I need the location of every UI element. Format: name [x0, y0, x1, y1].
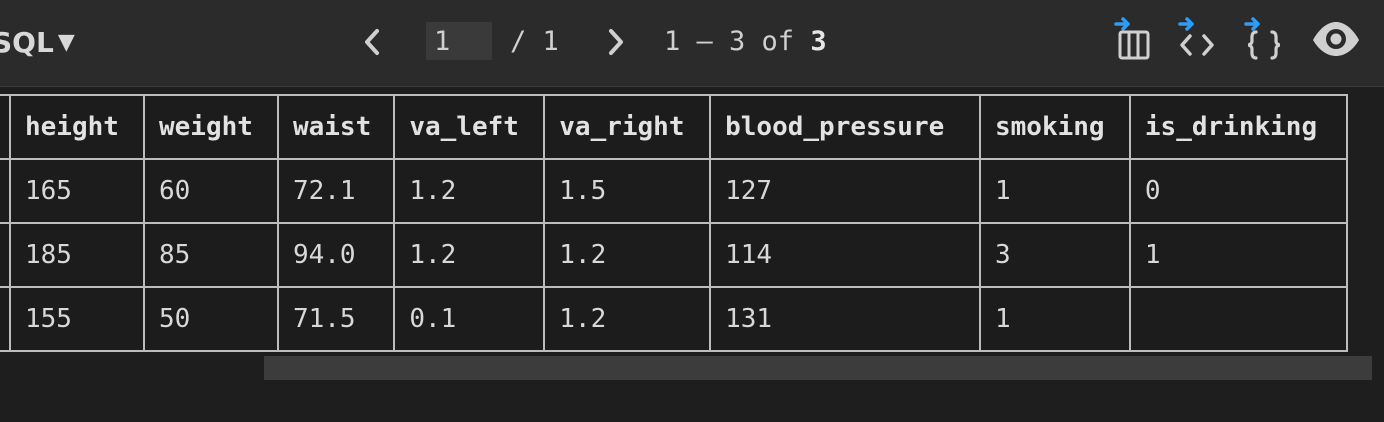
preview-button[interactable] — [1310, 14, 1362, 62]
column-header-smoking[interactable]: smoking — [978, 94, 1131, 160]
chevron-down-icon: ▼ — [57, 29, 75, 55]
table-cell: 1.2 — [543, 222, 712, 288]
row-range-total: 3 — [810, 26, 827, 57]
table-row[interactable]: 165 60 72.1 1.2 1.5 127 1 0 — [0, 158, 1349, 224]
export-code-button[interactable] — [1176, 14, 1220, 62]
table-cell — [1128, 286, 1349, 352]
header-row: height weight waist va_left va_right blo… — [0, 94, 1349, 160]
column-header-blood-pressure[interactable]: blood_pressure — [709, 94, 981, 160]
table-row[interactable]: 155 50 71.5 0.1 1.2 131 1 — [0, 286, 1349, 352]
horizontal-scrollbar-thumb[interactable] — [264, 356, 1372, 380]
row-range-prefix: 1 – 3 of — [664, 26, 811, 57]
table-cell: 85 — [142, 222, 279, 288]
table-cell: 155 — [9, 286, 145, 352]
table-cell: 60 — [142, 158, 279, 224]
column-header-is-drinking[interactable]: is_drinking — [1128, 94, 1349, 160]
table-cell: 165 — [9, 158, 145, 224]
table-cell: 0 — [1128, 158, 1349, 224]
query-mode-label: SQL — [0, 25, 54, 59]
table-cell: 1.2 — [393, 222, 546, 288]
table-cell: 0.1 — [393, 286, 546, 352]
column-header-weight[interactable]: weight — [142, 94, 279, 160]
results-table-container: height weight waist va_left va_right blo… — [0, 94, 1384, 356]
export-code-icon — [1178, 17, 1214, 56]
table-cell: 3 — [978, 222, 1131, 288]
table-cell: 50 — [142, 286, 279, 352]
query-mode-select[interactable]: SQL ▼ — [0, 22, 75, 62]
column-header-height[interactable]: height — [9, 94, 145, 160]
table-cell — [0, 222, 11, 288]
table-cell: 1.2 — [543, 286, 712, 352]
export-columns-icon — [1114, 17, 1150, 60]
column-header-waist[interactable]: waist — [276, 94, 396, 160]
table-cell: 131 — [709, 286, 981, 352]
prev-page-button[interactable] — [354, 22, 390, 62]
table-cell: 1 — [978, 286, 1131, 352]
page-number-input[interactable] — [426, 22, 492, 60]
horizontal-scrollbar[interactable] — [0, 356, 1384, 380]
chevron-left-icon — [365, 29, 379, 55]
row-range-info: 1 – 3 of 3 — [664, 22, 827, 62]
export-columns-button[interactable] — [1112, 14, 1156, 62]
table-body: 165 60 72.1 1.2 1.5 127 1 0 185 85 94.0 … — [0, 158, 1349, 352]
export-json-icon — [1244, 17, 1281, 60]
page-total: / 1 — [510, 26, 559, 57]
table-cell — [0, 158, 11, 224]
table-cell: 71.5 — [276, 286, 396, 352]
table-cell: 1.2 — [393, 158, 546, 224]
table-cell: 1 — [978, 158, 1131, 224]
chevron-right-icon — [609, 29, 623, 55]
table-header: height weight waist va_left va_right blo… — [0, 94, 1349, 160]
table-row[interactable]: 185 85 94.0 1.2 1.2 114 3 1 — [0, 222, 1349, 288]
column-header-va-right[interactable]: va_right — [543, 94, 712, 160]
table-cell: 114 — [709, 222, 981, 288]
eye-icon — [1313, 22, 1359, 56]
table-cell: 94.0 — [276, 222, 396, 288]
column-header-index[interactable] — [0, 94, 11, 160]
results-table: height weight waist va_left va_right blo… — [0, 94, 1349, 352]
next-page-button[interactable] — [598, 22, 634, 62]
export-json-button[interactable] — [1242, 14, 1286, 62]
column-header-va-left[interactable]: va_left — [393, 94, 546, 160]
table-cell: 1 — [1128, 222, 1349, 288]
table-cell: 72.1 — [276, 158, 396, 224]
table-cell: 1.5 — [543, 158, 712, 224]
table-cell: 185 — [9, 222, 145, 288]
table-cell: 127 — [709, 158, 981, 224]
results-toolbar: SQL ▼ / 1 1 – 3 of 3 — [0, 0, 1384, 87]
table-cell — [0, 286, 11, 352]
